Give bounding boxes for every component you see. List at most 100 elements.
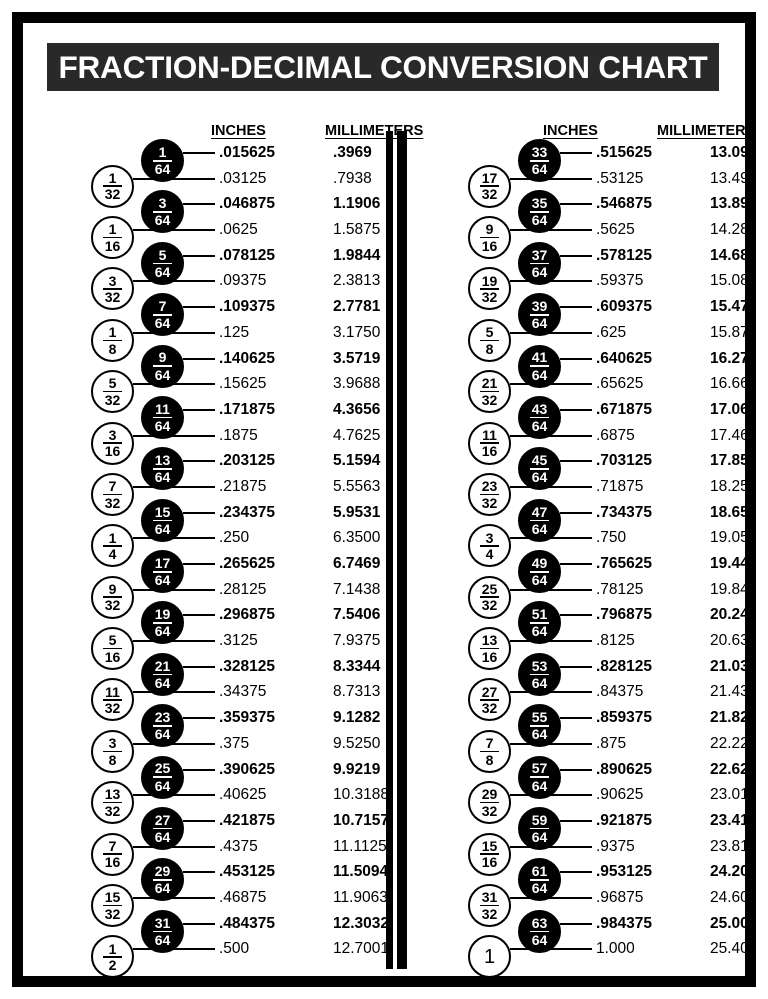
fraction-bar [153, 416, 172, 419]
millimeters-value: 1.1906 [333, 195, 381, 213]
millimeters-value: 6.3500 [333, 529, 381, 547]
fraction-numerator: 5 [108, 375, 117, 392]
fraction-bar [103, 750, 122, 753]
fraction-denominator: 32 [104, 905, 121, 922]
fraction-numerator: 7 [108, 478, 117, 495]
fraction-badge: 41 64 [518, 344, 561, 388]
inches-value: .859375 [596, 709, 653, 727]
fraction-bar [480, 288, 499, 290]
millimeters-value: 23.8126 [710, 837, 745, 855]
fraction-badge: 15 32 [91, 883, 134, 927]
connector-line [183, 922, 215, 925]
inches-value: .9375 [596, 837, 635, 855]
fraction-badge: 59 64 [518, 806, 561, 850]
fraction-bar [153, 262, 172, 265]
fraction-numerator: 5 [158, 246, 167, 263]
millimeters-value: 12.3032 [333, 914, 390, 932]
fraction-bar [103, 801, 122, 804]
table-row: 1 4 .250 6.3500 [31, 524, 391, 568]
fraction-badge: 9 16 [468, 216, 511, 260]
fraction-numerator: 27 [481, 683, 498, 700]
fraction-badge: 19 64 [141, 601, 184, 645]
inches-value: .140625 [219, 349, 276, 367]
inches-value: .15625 [219, 375, 267, 393]
fraction-denominator: 64 [154, 212, 171, 229]
fraction-denominator: 32 [481, 597, 498, 614]
connector-line [183, 460, 215, 463]
connector-line [560, 254, 592, 257]
fraction-numerator: 15 [481, 837, 498, 854]
connector-line [133, 896, 215, 899]
inches-value: .3125 [219, 632, 258, 650]
fraction-numerator: 33 [531, 143, 548, 160]
connector-line [560, 717, 592, 720]
table-row: 17 64 .265625 6.7469 [31, 550, 391, 593]
millimeters-value: 11.9063 [333, 888, 388, 906]
connector-line [510, 331, 592, 334]
fraction-badge: 7 16 [91, 832, 134, 876]
fraction-numerator: 31 [154, 914, 171, 931]
fraction-denominator: 64 [531, 726, 548, 743]
inches-value: .546875 [596, 195, 653, 213]
fraction-numerator: 51 [531, 606, 548, 623]
connector-line [560, 511, 592, 514]
inches-value: .46875 [219, 888, 267, 906]
inches-value: .328125 [219, 657, 276, 675]
millimeters-value: 13.890 [710, 195, 745, 213]
table-row: 5 32 .15625 3.9688 [31, 370, 391, 414]
millimeters-value: 8.3344 [333, 657, 381, 675]
table-row: 1 32 .03125 .7938 [31, 164, 391, 208]
fraction-bar [530, 416, 549, 419]
fraction-badge: 23 64 [141, 704, 184, 748]
millimeters-value: 4.7625 [333, 426, 381, 444]
fraction-numerator: 23 [481, 478, 498, 495]
fraction-badge: 17 64 [141, 550, 184, 593]
fraction-denominator: 16 [481, 237, 498, 254]
fraction-bar [530, 365, 549, 368]
fraction-badge: 1 16 [91, 216, 134, 260]
table-row: 7 16 .4375 11.1125 [31, 832, 391, 876]
inches-value: .265625 [219, 555, 276, 572]
millimeters-value: 19.447 [710, 555, 745, 572]
connector-line [133, 177, 215, 180]
fraction-numerator: 17 [154, 554, 171, 571]
fraction-badge: 5 32 [91, 370, 134, 414]
connector-line [133, 794, 215, 797]
fraction-denominator: 64 [531, 623, 548, 640]
millimeters-value: 5.5563 [333, 477, 381, 495]
fraction-badge: 37 64 [518, 241, 561, 285]
fraction-denominator: 8 [485, 751, 494, 768]
fraction-denominator: 64 [531, 828, 548, 845]
connector-line [510, 537, 592, 540]
table-row: 3 8 .375 9.5250 [31, 729, 391, 773]
fraction-bar [153, 673, 172, 676]
center-divider-thin-rule [386, 131, 393, 969]
fraction-bar [153, 622, 172, 624]
millimeters-value: .3969 [333, 144, 372, 161]
fraction-denominator: 64 [154, 931, 171, 948]
millimeters-value: 23.0188 [710, 786, 745, 804]
inches-value: .4375 [219, 837, 258, 855]
fraction-bar [480, 596, 499, 598]
connector-line [560, 665, 592, 668]
fraction-denominator: 16 [104, 648, 121, 665]
fraction-numerator: 13 [154, 452, 171, 469]
fraction-denominator: 64 [154, 726, 171, 743]
connector-line [560, 460, 592, 463]
fraction-badge: 35 64 [518, 190, 561, 234]
millimeters-value: 7.5406 [333, 606, 381, 624]
inches-value: .203125 [219, 452, 276, 470]
